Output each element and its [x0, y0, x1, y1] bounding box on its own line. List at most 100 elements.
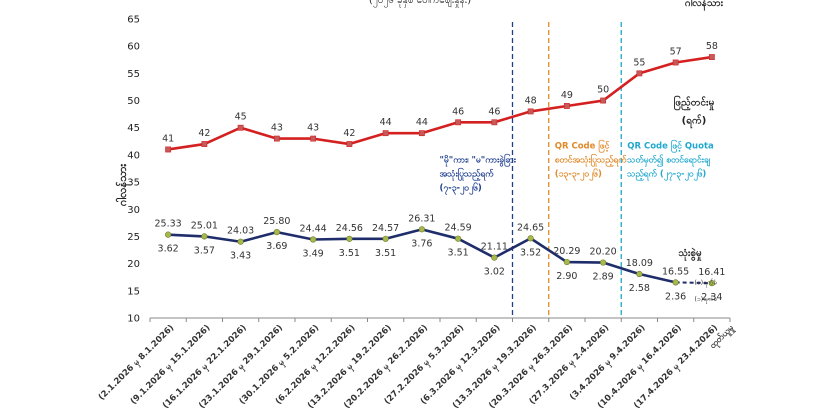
data-point [273, 229, 280, 236]
data-label: 49 [561, 90, 573, 101]
data-label: 16.41 [698, 267, 725, 278]
y-tick-label: 15 [127, 286, 140, 297]
data-point [201, 141, 208, 147]
y-axis-title: ဂါလန်သား [115, 163, 132, 206]
data-label: 55 [633, 57, 645, 68]
series-name-1-line2: (ရက်) [682, 113, 707, 129]
series-line-tail [675, 281, 712, 285]
data-point [636, 70, 643, 77]
annotation-1-line: အသုံးပြုသည့်ရက် [440, 168, 495, 182]
data-label: 16.55 [662, 266, 689, 277]
secondary-label: 2.90 [556, 271, 577, 282]
secondary-label: 3.62 [158, 244, 179, 255]
secondary-label: 3.52 [520, 247, 541, 258]
data-label: 41 [162, 133, 174, 144]
data-label: 42 [198, 128, 210, 139]
data-label: 20.29 [553, 246, 580, 257]
secondary-label: 2.89 [593, 272, 614, 283]
secondary-label: 3.57 [194, 245, 215, 256]
secondary-label: 3.49 [303, 248, 324, 259]
secondary-label: 3.51 [375, 248, 396, 259]
secondary-label: 3.51 [339, 248, 360, 259]
data-point [600, 97, 607, 104]
data-label: 58 [706, 41, 718, 52]
data-point [563, 258, 570, 266]
annotation-1-line: (၇-၃-၂၀၂၆) [440, 183, 482, 196]
data-label: 25.80 [263, 216, 290, 227]
data-label: 24.56 [336, 223, 363, 234]
data-label: 20.20 [590, 247, 617, 258]
y-tick-label: 35 [127, 178, 140, 189]
data-label: 44 [416, 117, 428, 128]
annotation-3-line: QR Code ဖြင့် Quota [627, 139, 714, 153]
y-tick-label: 65 [127, 15, 140, 26]
tail-note: (၁)ရက်ခံ [694, 295, 717, 304]
data-point [310, 135, 317, 142]
data-point [382, 130, 389, 137]
data-label: 25.01 [191, 220, 218, 231]
annotation-3-line: သတ်မှတ်၍ စတင်ရောင်းချ [626, 154, 710, 167]
data-point [527, 235, 534, 242]
annotation-3-line: သည့်ရက် (၂၇-၃-၂၀၂၆) [626, 168, 706, 181]
y-tick-label: 20 [127, 259, 140, 270]
y-tick-label: 40 [127, 150, 140, 161]
series-lines [165, 54, 715, 287]
y-tick-label: 55 [127, 69, 140, 80]
annotation-2-line: (၁၃-၃-၂၀၂၆) [555, 168, 602, 181]
data-label: 26.31 [408, 213, 435, 224]
series-line-1 [167, 55, 713, 151]
data-point [600, 259, 607, 266]
data-label: 24.03 [227, 226, 254, 237]
secondary-label: 2.58 [629, 283, 650, 294]
data-label: 18.09 [626, 258, 653, 269]
data-point [527, 108, 534, 115]
data-label: 46 [452, 106, 464, 117]
y-tick-label: 60 [127, 42, 140, 53]
data-point [708, 280, 715, 287]
series-name-1: ဖြည့်တင်းမှု [674, 94, 715, 111]
data-label: 24.44 [300, 223, 327, 234]
y-tick-label: 50 [127, 96, 140, 107]
data-label: 25.33 [155, 219, 182, 230]
data-labels: 41 42 45 43 43 42 44 44 46 46 48 49 50 55 57 58 25.33 25.… [155, 41, 726, 304]
data-point [636, 270, 643, 278]
data-point [165, 146, 172, 153]
event-lines [511, 22, 622, 318]
data-point [418, 130, 425, 137]
data-point [201, 233, 208, 240]
data-label: 45 [235, 112, 247, 123]
annotations: "မို"ကား၊ "မ"ကားခွဲခြားအသုံးပြုသည့်ရက်(၇… [440, 139, 715, 195]
data-label: 43 [271, 123, 283, 134]
data-point [273, 135, 280, 142]
data-point [382, 235, 389, 242]
y-tick-label: 25 [127, 232, 140, 243]
data-label: 24.59 [445, 223, 472, 234]
data-label: 24.57 [372, 223, 399, 234]
data-label: 43 [307, 123, 319, 134]
annotation-1-line: "မို"ကား၊ "မ"ကားခွဲခြား [440, 154, 517, 168]
secondary-label: 3.43 [230, 251, 251, 262]
data-point [165, 231, 172, 238]
data-point [237, 124, 244, 131]
data-point [491, 119, 498, 126]
y-tick-label: 30 [127, 205, 140, 216]
secondary-label: 3.76 [411, 238, 432, 249]
data-label: 42 [343, 128, 355, 139]
chart-title: (၂၀၂၆ ခုနှစ် ပေါက်ဈေးနှုန်း) [369, 0, 471, 8]
secondary-label: 3.02 [484, 267, 505, 278]
tail-note: (၁)ရက်ခံ [694, 278, 717, 287]
y-tick-label: 10 [127, 314, 140, 325]
data-label: 21.11 [481, 242, 508, 253]
annotation-2-line: စတင်အသုံးပြုသည့်ရက် [555, 153, 628, 167]
secondary-label: 2.34 [701, 292, 722, 303]
data-point [418, 226, 425, 233]
secondary-label: 3.69 [266, 241, 287, 252]
data-point [708, 54, 715, 60]
data-label: 50 [597, 85, 609, 96]
data-point [563, 103, 570, 109]
data-point [455, 119, 462, 126]
annotation-2-line: QR Code ဖြင့် [555, 139, 610, 153]
data-point [491, 254, 498, 261]
data-label: 57 [670, 46, 682, 57]
